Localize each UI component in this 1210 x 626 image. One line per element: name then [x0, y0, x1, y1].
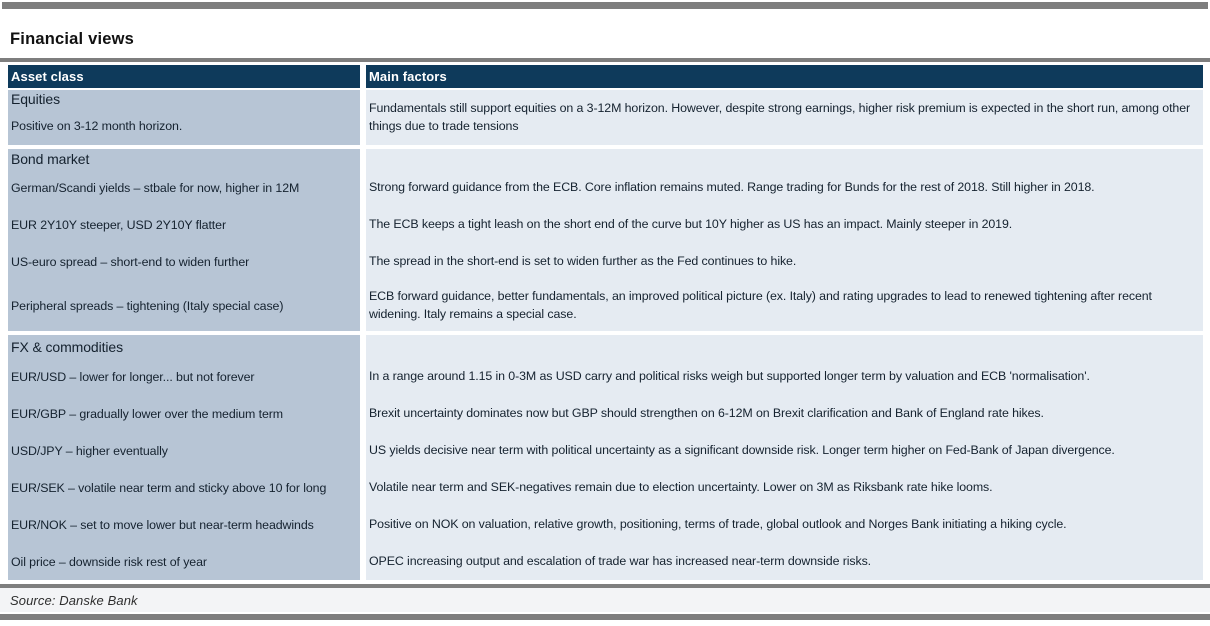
section-title-bond-market: Bond market [8, 149, 360, 169]
main-factors-cell: In a range around 1.15 in 0-3M as USD ca… [366, 358, 1203, 395]
section-title-fx-commodities: FX & commodities [8, 335, 360, 358]
section-bond-market: Bond market German/Scandi yields – stbal… [8, 149, 1203, 331]
title-area: Financial views [0, 9, 1210, 58]
column-header-asset-class: Asset class [8, 65, 360, 88]
asset-class-cell: Positive on 3-12 month horizon. [8, 107, 360, 145]
source-note: Source: Danske Bank [10, 592, 138, 608]
section-title-equities: Equities [8, 90, 360, 107]
title-separator-rule [0, 58, 1210, 62]
asset-class-cell: EUR/GBP – gradually lower over the mediu… [8, 395, 360, 432]
top-rule [2, 2, 1208, 9]
asset-class-cell: USD/JPY – higher eventually [8, 432, 360, 469]
asset-class-cell: German/Scandi yields – stbale for now, h… [8, 169, 360, 206]
main-factors-cell: The spread in the short-end is set to wi… [366, 243, 1203, 280]
footer-separator-rule [0, 584, 1210, 588]
asset-class-cell: US-euro spread – short-end to widen furt… [8, 243, 360, 280]
page-title: Financial views [10, 30, 135, 48]
financial-views-table: Asset class Main factors Equities Fundam… [8, 65, 1203, 580]
main-factors-cell: The ECB keeps a tight leash on the short… [366, 206, 1203, 243]
bottom-rule [0, 614, 1210, 620]
table-header-row: Asset class Main factors [8, 65, 1203, 88]
section-fx-commodities: FX & commodities EUR/USD – lower for lon… [8, 335, 1203, 580]
asset-class-cell: EUR 2Y10Y steeper, USD 2Y10Y flatter [8, 206, 360, 243]
section-title-spacer [366, 149, 1203, 169]
asset-class-cell: Peripheral spreads – tightening (Italy s… [8, 280, 360, 331]
main-factors-cell: Strong forward guidance from the ECB. Co… [366, 169, 1203, 206]
main-factors-cell: Positive on NOK on valuation, relative g… [366, 506, 1203, 543]
main-factors-cell: US yields decisive near term with politi… [366, 432, 1203, 469]
main-factors-cell: Fundamentals still support equities on a… [366, 90, 1203, 145]
column-header-main-factors: Main factors [366, 65, 1203, 88]
main-factors-cell: Volatile near term and SEK-negatives rem… [366, 469, 1203, 506]
source-footer: Source: Danske Bank [0, 588, 1210, 612]
main-factors-cell: ECB forward guidance, better fundamental… [366, 280, 1203, 331]
main-factors-cell: OPEC increasing output and escalation of… [366, 543, 1203, 580]
asset-class-cell: Oil price – downside risk rest of year [8, 543, 360, 580]
section-title-spacer [366, 335, 1203, 358]
asset-class-cell: EUR/SEK – volatile near term and sticky … [8, 469, 360, 506]
main-factors-cell: Brexit uncertainty dominates now but GBP… [366, 395, 1203, 432]
section-equities: Equities Fundamentals still support equi… [8, 90, 1203, 145]
asset-class-cell: EUR/NOK – set to move lower but near-ter… [8, 506, 360, 543]
asset-class-cell: EUR/USD – lower for longer... but not fo… [8, 358, 360, 395]
